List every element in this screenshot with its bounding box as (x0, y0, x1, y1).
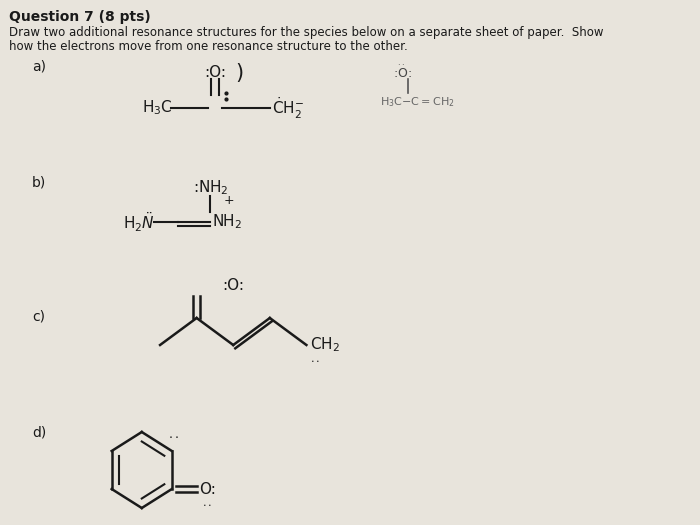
Text: how the electrons move from one resonance structure to the other.: how the electrons move from one resonanc… (9, 40, 408, 53)
Text: :$\overset{..}{\mathrm{O}}$:: :$\overset{..}{\mathrm{O}}$: (393, 65, 412, 81)
Text: H$_3$C: H$_3$C (142, 99, 172, 118)
Text: $\cdot\cdot$: $\cdot\cdot$ (310, 355, 320, 365)
Text: Draw two additional resonance structures for the species below on a separate she: Draw two additional resonance structures… (9, 26, 603, 39)
Text: NH$_2$: NH$_2$ (212, 213, 242, 232)
Text: :O:: :O: (222, 278, 244, 293)
Text: $\dot{\mathrm{C}}$H$_2^{-}$: $\dot{\mathrm{C}}$H$_2^{-}$ (272, 95, 304, 121)
Text: Question 7 (8 pts): Question 7 (8 pts) (9, 10, 151, 24)
Text: $\cdot\cdot$: $\cdot\cdot$ (202, 499, 211, 509)
Text: $\cdot\cdot$: $\cdot\cdot$ (168, 430, 179, 443)
Text: H$_3$C$-$C$=$CH$_2$: H$_3$C$-$C$=$CH$_2$ (379, 95, 454, 109)
Text: a): a) (32, 60, 46, 74)
Text: c): c) (32, 310, 45, 324)
Text: d): d) (32, 425, 46, 439)
Text: b): b) (32, 175, 46, 189)
Text: O:: O: (199, 481, 216, 497)
Text: :NH$_2$: :NH$_2$ (193, 178, 228, 197)
Text: CH$_2$: CH$_2$ (310, 335, 340, 354)
Text: ): ) (235, 63, 243, 83)
Text: +: + (223, 194, 234, 206)
Text: H$_2\ddot{N}$: H$_2\ddot{N}$ (123, 210, 155, 234)
Text: :O:: :O: (204, 65, 226, 80)
